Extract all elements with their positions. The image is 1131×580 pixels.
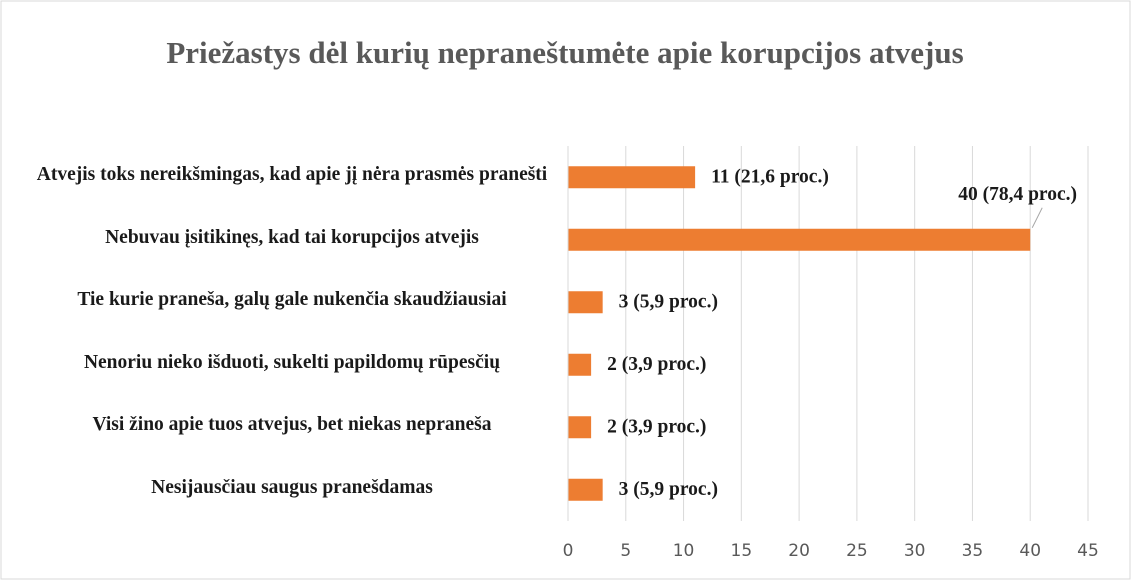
y-tick-label: Tie kurie praneša, galų gale nukenčia sk… (77, 289, 507, 311)
y-tick-label: Nebuvau įsitikinęs, kad tai korupcijos a… (105, 226, 479, 248)
bar (568, 166, 696, 189)
chart-title: Priežastys dėl kurių nepraneštumėte apie… (166, 35, 964, 70)
data-label: 3 (5,9 proc.) (619, 292, 718, 313)
bar (568, 478, 603, 501)
x-tick-label: 25 (846, 541, 868, 561)
x-tick-label: 10 (673, 541, 695, 561)
y-tick-label: Atvejis toks nereikšmingas, kad apie jį … (36, 164, 548, 186)
bar (568, 228, 1031, 251)
bar (568, 291, 603, 314)
leader-line (1031, 207, 1043, 228)
bar (568, 353, 592, 376)
data-label: 2 (3,9 proc.) (607, 417, 706, 438)
data-label: 11 (21,6 proc.) (711, 167, 829, 188)
data-label: 2 (3,9 proc.) (607, 354, 706, 375)
x-tick-label: 35 (962, 541, 984, 561)
x-tick-label: 5 (620, 541, 631, 561)
bar (568, 416, 592, 439)
x-tick-label: 0 (563, 541, 574, 561)
x-tick-label: 45 (1077, 541, 1099, 561)
x-tick-label: 40 (1019, 541, 1041, 561)
y-tick-label: Nesijausčiau saugus pranešdamas (151, 476, 433, 498)
y-tick-label: Nenoriu nieko išduoti, sukelti papildomų… (83, 351, 501, 373)
data-label: 3 (5,9 proc.) (619, 479, 718, 500)
data-label: 40 (78,4 proc.) (958, 184, 1077, 205)
y-tick-label: Visi žino apie tuos atvejus, bet niekas … (92, 414, 492, 436)
x-tick-label: 20 (788, 541, 810, 561)
x-tick-label: 30 (904, 541, 926, 561)
x-tick-label: 15 (731, 541, 753, 561)
